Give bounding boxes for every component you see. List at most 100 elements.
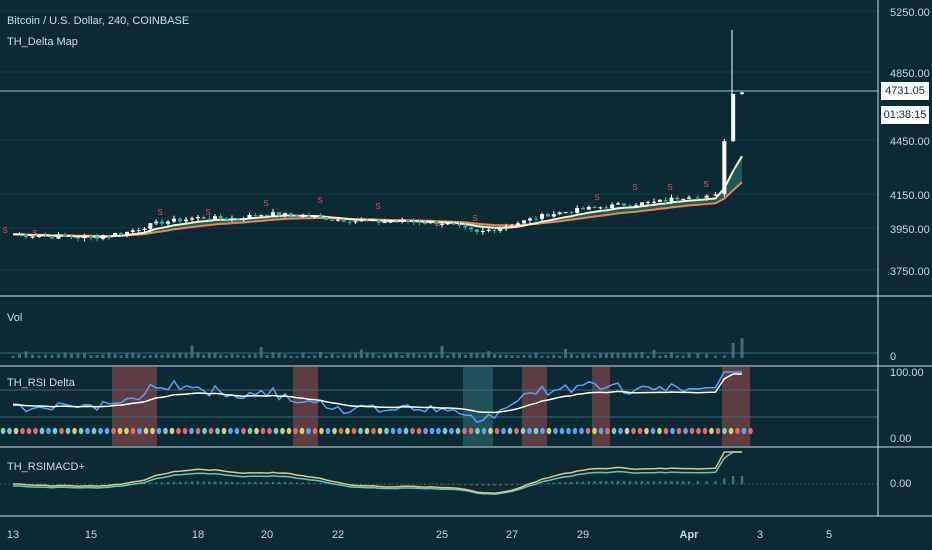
volume-bar [18,354,21,358]
volume-bar [50,354,54,358]
macd-histogram-bar [319,482,322,484]
volume-bar [319,352,322,358]
candle-body [154,221,159,224]
rsi-state-dot [98,427,103,435]
rsi-state-dot [533,427,539,435]
volume-bar [207,352,211,358]
macd-histogram-bar [301,482,305,484]
overlay-indicator-title[interactable]: TH_Delta Map [7,36,78,48]
macd-histogram-bar [412,484,415,485]
macd-histogram-bar [143,483,146,484]
time-label: 29 [577,529,589,541]
rsi-state-dot [689,427,695,435]
volume-bar [89,354,93,358]
candle-body [687,197,691,199]
candle-body [353,221,358,223]
macd-histogram-bar [95,484,99,485]
macd-histogram-bar [564,482,567,484]
macd-histogram-bar [190,481,194,484]
candle-body [89,235,93,237]
rsi-state-dot [85,427,90,435]
macd-tick: 0.00 [890,478,911,490]
rsi-state-dot [748,427,753,435]
volume-bar [664,354,668,358]
rsi-state-dot [702,427,708,435]
candle-body [457,224,462,226]
candle-body [646,202,650,204]
macd-pane-title[interactable]: TH_RSIMACD+ [7,461,85,473]
candle-body [382,222,387,224]
rsi-state-dot [715,427,721,435]
candle-body [463,225,468,228]
rsi-state-dot [455,427,461,435]
macd-histogram-bar [646,481,650,484]
rsi-state-dot [364,427,370,435]
macd-histogram-bar [418,484,421,485]
candle-body [76,237,80,239]
volume-pane-title[interactable]: Vol [7,312,23,324]
macd-histogram-bar [664,481,667,484]
candle-body [301,215,305,217]
candle-body [253,214,258,216]
time-label: 3 [757,529,763,541]
symbol-title[interactable]: Bitcoin / U.S. Dollar, 240, COINBASE [7,15,190,27]
volume-bar [63,352,67,358]
rsi-state-dot [254,427,259,435]
rsi-shade-zone [112,367,157,446]
rsi-state-dot [247,427,253,435]
macd-histogram-bar [723,478,726,484]
candle-body [540,214,544,219]
macd-histogram-bar [202,481,205,484]
macd-histogram-bar [493,484,496,486]
volume-bar [236,354,240,358]
volume-bar [307,355,311,358]
candle-body [522,220,526,224]
volume-bar [681,355,685,358]
rsi-state-dot [351,427,357,435]
rsi-state-dot [527,427,532,435]
volume-bar [224,355,228,358]
rsi-state-dot [202,427,207,435]
rsi-state-dot [403,427,409,435]
sell-marker: S [703,180,708,189]
rsi-pane-title[interactable]: TH_RSI Delta [7,377,75,389]
volume-bar [354,353,357,358]
rsi-state-dot [0,427,6,435]
macd-histogram-bar [605,481,608,484]
rsi-state-dot [163,427,168,435]
volume-bar [604,352,608,358]
macd-histogram-bar [510,484,514,486]
volume-bar [516,355,520,358]
candle-body [43,235,48,237]
price-tick: 4150.00 [890,190,930,202]
rsi-state-dot [624,427,630,435]
rsi-state-dot [358,427,363,435]
volume-bar [377,355,381,358]
macd-histogram-bar [499,484,502,486]
macd-histogram-bar [242,482,245,484]
macd-histogram-bar [166,482,170,484]
rsi-state-dot [208,427,214,435]
sell-marker: S [594,193,599,202]
rsi-state-dot [195,427,201,435]
candle-body [563,212,568,214]
macd-histogram-bar [658,481,662,484]
candle-body [283,213,287,216]
macd-histogram-bar [354,484,357,485]
rsi-shade-zone [592,367,610,446]
candle-body [30,236,35,238]
rsi-shade-zone [293,367,318,446]
volume-bar [242,355,246,358]
rsi-state-dot [46,427,51,435]
volume-bar [330,353,334,358]
macd-histogram-bar [452,484,455,485]
volume-bar [634,352,638,358]
macd-histogram-bar [160,482,164,484]
macd-histogram-bar [575,481,579,484]
macd-histogram-bar [107,484,111,485]
rsi-line [12,371,742,424]
sell-marker: S [263,199,268,208]
candle-body [190,218,194,220]
volume-bar [400,355,404,358]
